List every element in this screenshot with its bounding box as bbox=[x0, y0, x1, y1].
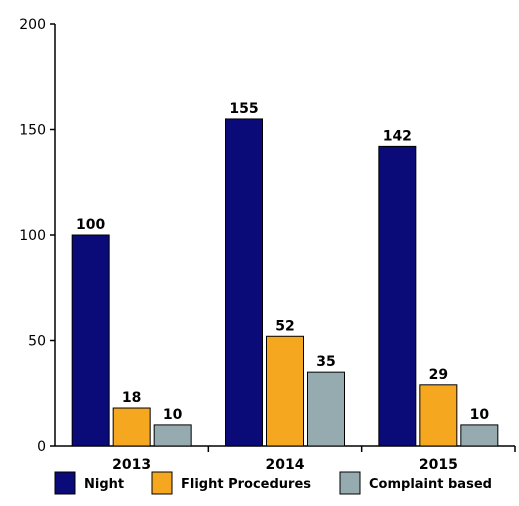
bars bbox=[71, 118, 499, 447]
data-label: 155 bbox=[229, 101, 258, 117]
x-tick-label: 2014 bbox=[266, 457, 305, 473]
x-tick-label: 2013 bbox=[112, 457, 151, 473]
data-label: 52 bbox=[275, 318, 294, 334]
bar bbox=[266, 335, 304, 447]
bar bbox=[112, 407, 151, 447]
bar bbox=[378, 145, 417, 447]
legend-label: Night bbox=[84, 477, 124, 492]
data-label: 35 bbox=[316, 354, 335, 370]
legend-swatch bbox=[151, 471, 173, 495]
data-label: 142 bbox=[383, 128, 412, 144]
bar bbox=[307, 371, 345, 447]
legend-label: Flight Procedures bbox=[181, 477, 311, 492]
legend-swatch bbox=[54, 471, 76, 495]
bar bbox=[71, 234, 110, 447]
y-tick-label: 150 bbox=[19, 123, 46, 139]
data-label: 10 bbox=[163, 407, 183, 423]
bar bbox=[460, 424, 499, 447]
bar bbox=[225, 118, 263, 447]
y-tick-label: 50 bbox=[28, 334, 46, 350]
bar bbox=[419, 384, 458, 447]
data-label: 10 bbox=[470, 407, 490, 423]
bar bbox=[153, 424, 192, 447]
legend: Night Flight Procedures Complaint based bbox=[54, 471, 492, 495]
y-tick-label: 100 bbox=[19, 228, 46, 244]
legend-swatch bbox=[339, 471, 361, 495]
data-labels: 100 18 10 155 52 35 142 29 10 bbox=[76, 101, 489, 423]
y-tick-label: 0 bbox=[37, 439, 46, 455]
legend-label: Complaint based bbox=[369, 477, 492, 492]
y-tick-label: 200 bbox=[19, 17, 46, 33]
x-tick-label: 2015 bbox=[419, 457, 458, 473]
data-label: 100 bbox=[76, 217, 105, 233]
data-label: 29 bbox=[429, 367, 448, 383]
data-label: 18 bbox=[122, 390, 141, 406]
